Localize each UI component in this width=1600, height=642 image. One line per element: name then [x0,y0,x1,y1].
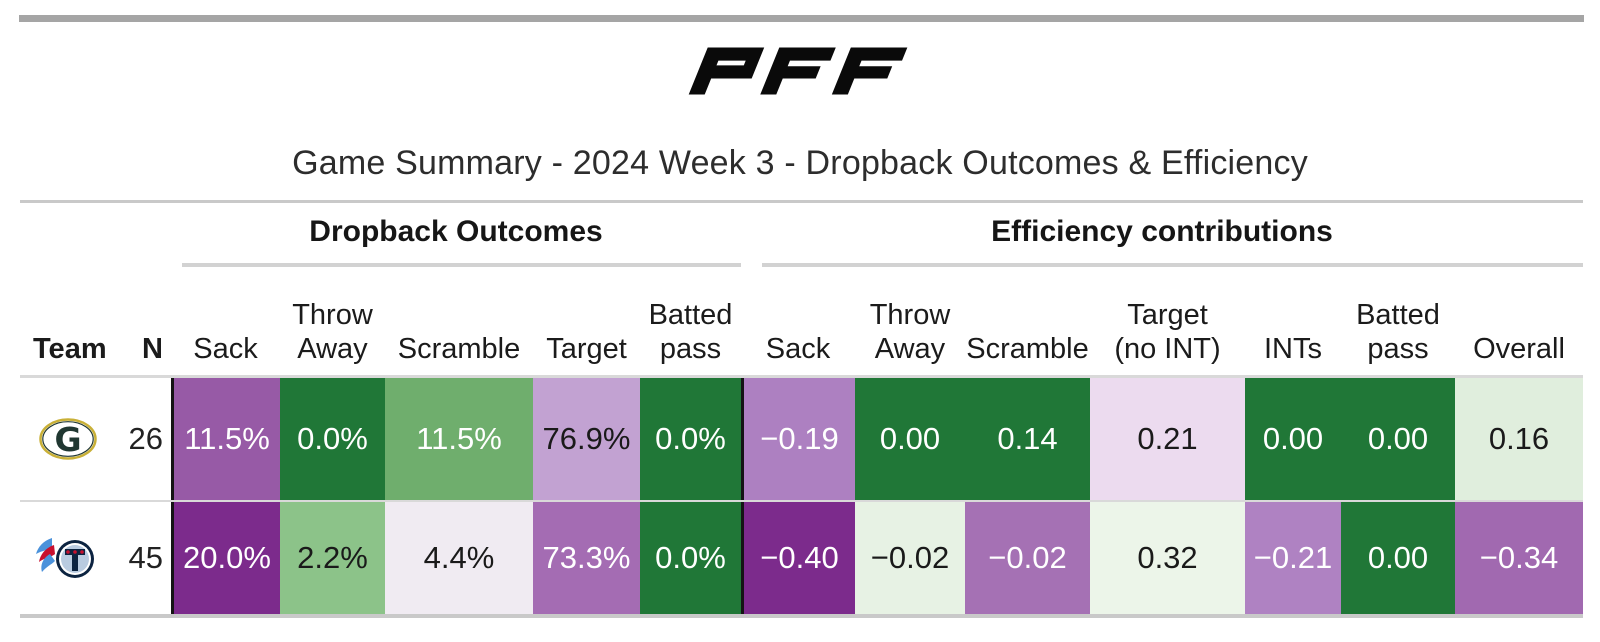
stat-cell-ec-ints: −0.21 [1245,502,1341,614]
column-header-do-scramble: Scramble [397,332,521,365]
stat-cell-ec-sack: −0.19 [741,378,855,500]
column-header-do-throw-away: Throw Away [292,298,373,365]
stat-cell-ec-throw-away: −0.02 [855,502,965,614]
page-title: Game Summary - 2024 Week 3 - Dropback Ou… [292,144,1308,182]
stat-cell-ec-scramble: 0.14 [965,378,1090,500]
group-underline [762,263,1583,267]
table-body: G 26 11.5% 0.0% 11.5% 76.9% 0.0% −0.19 0.00 0.14… [20,378,1583,614]
stat-cell-ec-batted-pass: 0.00 [1341,378,1455,500]
column-header-n: N [142,332,163,365]
dropback-count-cell: 26 [128,421,163,456]
column-header-ec-overall: Overall [1473,332,1565,365]
stat-cell-do-target: 73.3% [533,502,640,614]
stat-cell-ec-ints: 0.00 [1245,378,1341,500]
packers-logo: G [38,418,97,460]
stat-cell-do-scramble: 4.4% [385,502,533,614]
stat-cell-do-batted-pass: 0.0% [640,502,741,614]
group-spacer [20,203,171,267]
stat-cell-do-throw-away: 2.2% [280,502,385,614]
stat-cell-do-target: 76.9% [533,378,640,500]
stat-cell-ec-scramble: −0.02 [965,502,1090,614]
column-header-do-sack: Sack [193,332,258,365]
table-bottom-border [20,614,1583,618]
stat-cell-do-scramble: 11.5% [385,378,533,500]
stat-cell-ec-target-no-int: 0.21 [1090,378,1245,500]
stat-cell-do-sack: 20.0% [171,502,280,614]
column-header-row: Team N Sack Throw Away Scramble Target Batted … [20,267,1583,378]
stat-cell-do-throw-away: 0.0% [280,378,385,500]
column-header-team: Team [33,332,107,365]
group-label: Efficiency contributions [991,215,1333,248]
stat-cell-do-sack: 11.5% [171,378,280,500]
stat-cell-ec-sack: −0.40 [741,502,855,614]
column-header-ec-sack: Sack [765,332,831,365]
dropback-count-cell: 45 [128,540,163,575]
summary-table: Dropback Outcomes Efficiency contributio… [20,200,1583,618]
stat-cell-ec-overall: −0.34 [1455,502,1583,614]
table-row-packers: G 26 11.5% 0.0% 11.5% 76.9% 0.0% −0.19 0.00 0.14… [20,378,1583,500]
pff-logo [0,45,1600,97]
svg-text:G: G [54,420,81,459]
pff-logo-mark [688,47,908,95]
stat-cell-ec-overall: 0.16 [1455,378,1583,500]
column-header-ec-ints: INTs [1264,332,1322,365]
group-underline [182,263,741,267]
group-header-efficiency-contributions: Efficiency contributions [741,203,1583,267]
column-header-ec-throw-away: Throw Away [869,298,951,365]
stat-cell-do-batted-pass: 0.0% [640,378,741,500]
column-header-do-target: Target [546,332,627,365]
group-label: Dropback Outcomes [309,215,603,248]
top-divider-bar [19,15,1584,22]
team-cell-packers: G [20,378,115,500]
titans-logo [35,538,94,578]
stat-cell-ec-target-no-int: 0.32 [1090,502,1245,614]
table-row-titans: 45 20.0% 2.2% 4.4% 73.3% 0.0% −0.40 −0.02 −0.02 0… [20,500,1583,614]
stat-cell-ec-throw-away: 0.00 [855,378,965,500]
column-header-ec-batted-pass: Batted pass [1356,298,1440,365]
column-header-ec-target-no-int: Target (no INT) [1114,298,1221,365]
team-cell-titans [20,502,115,614]
stat-cell-ec-batted-pass: 0.00 [1341,502,1455,614]
group-header-dropback-outcomes: Dropback Outcomes [171,203,741,267]
column-header-ec-scramble: Scramble [966,332,1089,365]
column-group-row: Dropback Outcomes Efficiency contributio… [20,203,1583,267]
column-header-do-batted-pass: Batted pass [648,298,733,365]
